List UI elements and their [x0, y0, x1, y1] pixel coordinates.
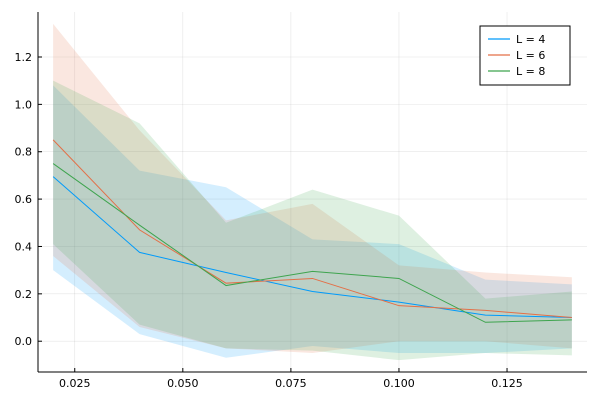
y-tick-label-0: 0.0 — [15, 335, 33, 348]
series-lines — [52, 139, 572, 323]
x-tick-label-2: 0.075 — [275, 377, 307, 390]
y-tick-label-3: 0.6 — [15, 193, 33, 206]
axes — [37, 12, 587, 373]
legend-label-1: L = 6 — [516, 49, 545, 62]
x-tick-label-4: 0.125 — [491, 377, 523, 390]
x-tick-label-1: 0.050 — [167, 377, 199, 390]
tick-labels: 0.025 0.050 0.075 0.100 0.125 0.0 0.2 0.4 0.6 0.8… — [15, 51, 523, 390]
y-tick-label-5: 1.0 — [15, 98, 33, 111]
y-tick-label-2: 0.4 — [15, 240, 33, 253]
legend-label-0: L = 4 — [516, 33, 545, 46]
y-tick-label-6: 1.2 — [15, 51, 33, 64]
legend-label-2: L = 8 — [516, 65, 545, 78]
y-tick-label-1: 0.2 — [15, 288, 33, 301]
y-tick-label-4: 0.8 — [15, 146, 33, 159]
legend: L = 4 L = 6 L = 8 — [479, 25, 571, 86]
grid — [38, 12, 587, 372]
x-tick-label-0: 0.025 — [59, 377, 91, 390]
x-tick-label-3: 0.100 — [383, 377, 415, 390]
band-series-1 — [53, 23, 572, 354]
band-series-0 — [53, 85, 572, 358]
band-series-2 — [53, 80, 572, 361]
confidence-bands — [53, 23, 572, 361]
